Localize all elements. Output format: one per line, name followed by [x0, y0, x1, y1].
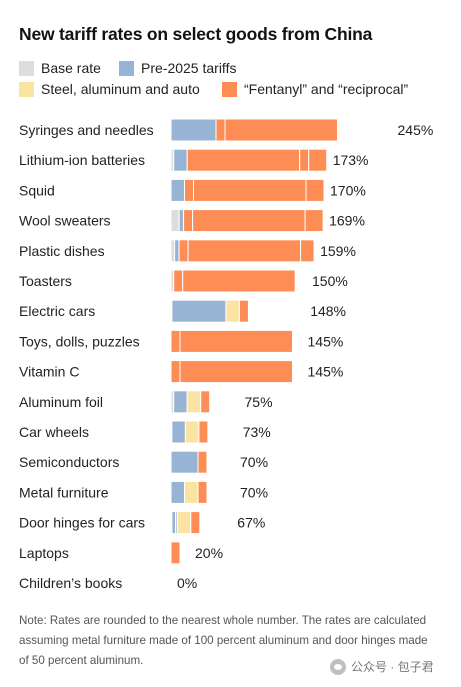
bar-segment-fentanyl: [308, 148, 328, 172]
bar-segment-pre2025: [173, 390, 188, 414]
bar-segment-pre2025: [171, 299, 227, 323]
bar-segment-fentanyl: [299, 148, 310, 172]
bar-segment-fentanyl: [178, 239, 189, 263]
value-label: 73%: [243, 424, 271, 440]
bar-segment-fentanyl: [182, 269, 296, 293]
value-label: 0%: [177, 575, 197, 591]
value-label: 20%: [195, 545, 223, 561]
legend-item-fentanyl: “Fentanyl” and “reciprocal”: [222, 81, 408, 97]
value-label: 70%: [240, 484, 268, 500]
bar-segment-fentanyl: [215, 118, 226, 142]
legend-label-base: Base rate: [41, 60, 101, 76]
chart-title: New tariff rates on select goods from Ch…: [19, 24, 373, 44]
bar-segment-fentanyl: [200, 390, 211, 414]
bar-segment-fentanyl: [192, 209, 306, 233]
category-label: Plastic dishes: [19, 243, 105, 259]
legend-item-pre2025: Pre-2025 tariffs: [119, 60, 236, 76]
value-label: 245%: [398, 122, 434, 138]
bar-segment-fentanyl: [300, 239, 315, 263]
bar-segment-fentanyl: [190, 511, 201, 535]
bar-segment-fentanyl: [170, 329, 181, 353]
category-label: Toasters: [19, 273, 72, 289]
bar-segment-fentanyl: [183, 209, 194, 233]
bar-segment-steel: [184, 480, 199, 504]
category-label: Metal furniture: [19, 484, 109, 500]
bar-segment-fentanyl: [170, 541, 181, 565]
category-label: Vitamin C: [19, 364, 79, 380]
value-label: 148%: [310, 303, 346, 319]
chart-note: Note: Rates are rounded to the nearest w…: [19, 614, 428, 667]
bar-segment-steel: [186, 390, 202, 414]
bar-segment-fentanyl: [193, 178, 307, 202]
bar-segment-pre2025: [170, 178, 185, 202]
watermark: 公众号 · 包子君: [330, 658, 434, 675]
bar-segment-fentanyl: [179, 329, 293, 353]
category-label: Electric cars: [19, 303, 95, 319]
legend-item-base: Base rate: [19, 60, 101, 76]
category-label: Semiconductors: [19, 454, 119, 470]
category-label: Aluminum foil: [19, 394, 103, 410]
bar-segment-pre2025: [170, 118, 217, 142]
bar-segment-pre2025: [170, 480, 185, 504]
bar-segment-pre2025: [178, 209, 185, 233]
category-label: Lithium-ion batteries: [19, 152, 145, 168]
category-label: Wool sweaters: [19, 213, 111, 229]
category-label: Door hinges for cars: [19, 515, 145, 531]
category-label: Syringes and needles: [19, 122, 154, 138]
category-label: Squid: [19, 182, 55, 198]
value-label: 170%: [330, 182, 366, 198]
value-label: 159%: [320, 243, 356, 259]
legend-label-steel: Steel, aluminum and auto: [41, 81, 200, 97]
bar-segment-steel: [225, 299, 240, 323]
legend-label-pre2025: Pre-2025 tariffs: [141, 60, 237, 76]
bar-segment-fentanyl: [197, 480, 208, 504]
bar-segment-fentanyl: [305, 178, 325, 202]
bar-segment-fentanyl: [170, 360, 181, 384]
legend-swatch-steel: [19, 81, 34, 97]
bar-segment-fentanyl: [304, 209, 324, 233]
bar-segment-pre2025: [171, 420, 186, 444]
bar-segment-fentanyl: [197, 450, 208, 474]
category-label: Children’s books: [19, 575, 122, 591]
bar-segment-fentanyl: [238, 299, 249, 323]
bar-chart: Syringes and needles 245% Lithium-ion batt…: [19, 118, 434, 591]
bar-segment-fentanyl: [224, 118, 338, 142]
bar-segment-fentanyl: [187, 239, 302, 263]
bar-segment-steel: [176, 511, 192, 535]
bar-segment-fentanyl: [179, 360, 293, 384]
value-label: 75%: [245, 394, 273, 410]
value-label: 70%: [240, 454, 268, 470]
legend-item-steel: Steel, aluminum and auto: [19, 81, 200, 97]
bar-segment-base: [170, 209, 180, 233]
wechat-icon: [330, 658, 346, 675]
bar-segment-pre2025: [173, 148, 188, 172]
category-label: Toys, dolls, puzzles: [19, 333, 140, 349]
bar-segment-fentanyl: [184, 178, 194, 202]
value-label: 169%: [329, 213, 365, 229]
category-label: Laptops: [19, 545, 69, 561]
bar-segment-base: [170, 239, 176, 263]
bar-segment-fentanyl: [173, 269, 184, 293]
bar-segment-fentanyl: [186, 148, 301, 172]
bar-segment-pre2025: [174, 239, 180, 263]
bar-segment-fentanyl: [198, 420, 209, 444]
category-label: Car wheels: [19, 424, 89, 440]
value-label: 145%: [308, 333, 344, 349]
legend-swatch-base: [19, 60, 34, 76]
value-label: 150%: [312, 273, 348, 289]
bar-segment-pre2025: [171, 511, 176, 535]
value-label: 145%: [308, 364, 344, 380]
legend-swatch-fentanyl: [222, 81, 237, 97]
value-label: 173%: [333, 152, 369, 168]
watermark-text: 公众号 · 包子君: [351, 660, 434, 674]
legend-label-fentanyl: “Fentanyl” and “reciprocal”: [244, 81, 409, 97]
value-label: 67%: [237, 515, 265, 531]
bar-segment-pre2025: [170, 450, 199, 474]
bar-segment-steel: [184, 420, 200, 444]
legend-swatch-pre2025: [119, 60, 134, 76]
